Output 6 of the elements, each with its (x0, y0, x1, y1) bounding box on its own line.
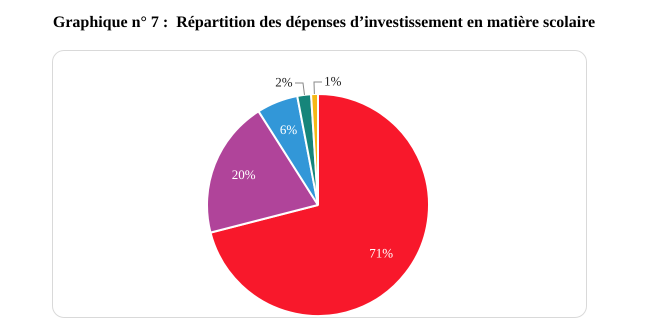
chart-title: Graphique n° 7 : Répartition des dépenses d’investissement en matière scolaire (52, 14, 596, 32)
data-label: 1% (324, 73, 342, 88)
data-label: 20% (232, 167, 256, 182)
data-label: 2% (275, 74, 293, 90)
data-label: 71% (369, 245, 394, 260)
data-label: 6% (280, 122, 298, 138)
